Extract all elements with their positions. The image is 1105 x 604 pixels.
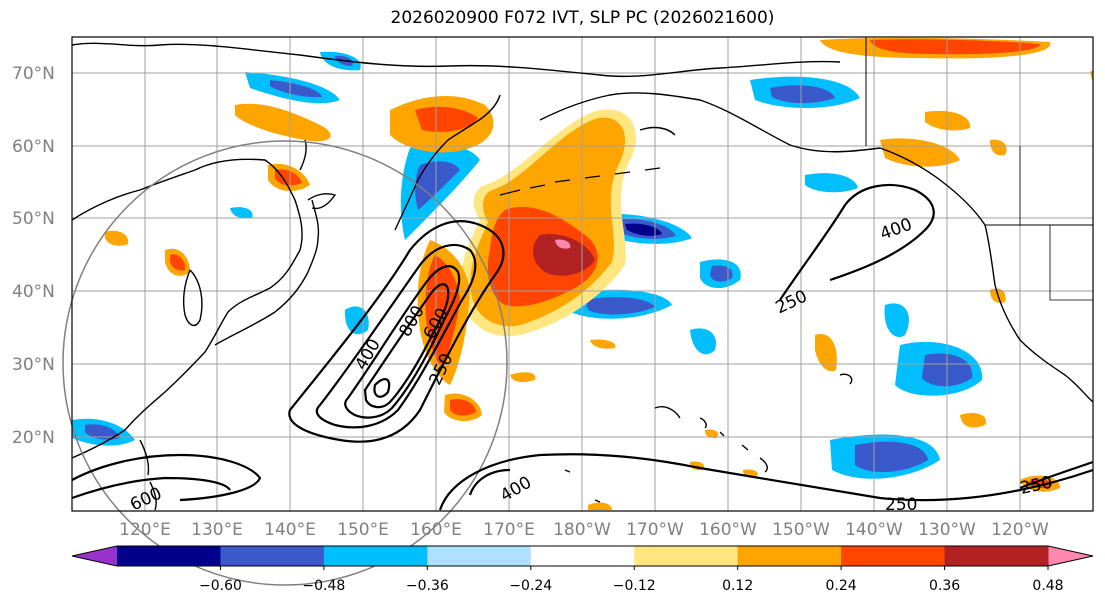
lon-label: 130°W [918, 520, 976, 540]
colorbar-segment [737, 546, 842, 566]
colorbar-tick-label: −0.36 [406, 578, 449, 594]
map-title: 2026020900 F072 IVT, SLP PC (2026021600) [390, 8, 775, 28]
contour-label: 250 [885, 495, 917, 515]
map-frame [71, 36, 1094, 512]
colorbar-tick-label: 0.36 [929, 578, 960, 594]
lon-label: 160°W [699, 520, 757, 540]
colorbar-tick-label: −0.12 [613, 578, 656, 594]
lon-label: 120°E [119, 520, 171, 540]
colorbar-segment [841, 546, 946, 566]
colorbar-tick-label: −0.48 [302, 578, 345, 594]
colorbar-segment [117, 546, 221, 566]
coastlines [71, 37, 1094, 511]
lon-label: 170°E [483, 520, 535, 540]
colorbar-segment [944, 546, 1049, 566]
colorbar-extend-high [1048, 546, 1093, 566]
lat-label: 60°N [12, 137, 55, 157]
colorbar-tick-label: 0.24 [826, 578, 857, 594]
lon-label: 140°E [264, 520, 316, 540]
colorbar-segment [530, 546, 635, 566]
colorbar-segment [634, 546, 739, 566]
colorbar: −0.60 −0.48 −0.36 −0.24 −0.12 0.12 0.24 0.36 0.4… [71, 545, 1094, 594]
lon-label: 130°E [191, 520, 243, 540]
lon-labels: 120°E 130°E 140°E 150°E 160°E 170°E 180°… [119, 520, 1049, 540]
lat-label: 70°N [12, 64, 55, 84]
lon-label: 150°W [772, 520, 830, 540]
colorbar-extend-low [72, 546, 117, 566]
colorbar-segment [323, 546, 428, 566]
colorbar-tick-label: 0.12 [722, 578, 753, 594]
colorbar-outline [71, 545, 1094, 567]
colorbar-tick-label: −0.24 [509, 578, 552, 594]
lat-label: 40°N [12, 282, 55, 302]
slp-contours [71, 183, 1094, 511]
colorbar-segment [427, 546, 532, 566]
lon-label: 170°W [626, 520, 684, 540]
colorbar-tick-label: 0.48 [1032, 578, 1063, 594]
lon-label: 120°W [991, 520, 1049, 540]
lon-label: 150°E [337, 520, 389, 540]
lon-label: 140°W [845, 520, 903, 540]
map-panel: 400 600 800 250 400 250 400 250 250 600 [62, 36, 1094, 586]
lat-labels: 70°N 60°N 50°N 40°N 30°N 20°N [12, 64, 55, 448]
lat-label: 20°N [12, 428, 55, 448]
lon-label: 180°W [553, 520, 611, 540]
colorbar-segment [220, 546, 325, 566]
graticule [72, 37, 1093, 511]
lon-label: 160°E [410, 520, 462, 540]
lat-label: 30°N [12, 355, 55, 375]
range-circle [62, 140, 508, 586]
lat-label: 50°N [12, 209, 55, 229]
colorbar-tick-label: −0.60 [199, 578, 242, 594]
